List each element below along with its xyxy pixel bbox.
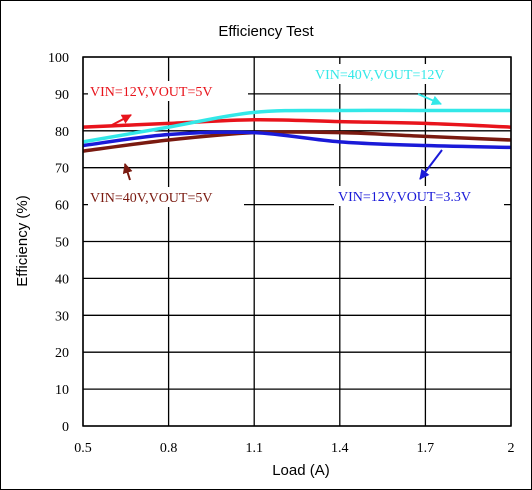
x-tick-label: 1.4 bbox=[331, 441, 349, 456]
series-line-4 bbox=[83, 132, 511, 147]
y-tick-label: 60 bbox=[55, 199, 69, 214]
series-annotation-label: VIN=12V,VOUT=5V bbox=[90, 85, 212, 100]
annotation-arrow bbox=[125, 164, 130, 180]
annotation-arrow bbox=[418, 94, 441, 104]
x-axis-label: Load (A) bbox=[272, 462, 330, 479]
y-tick-label: 80 bbox=[55, 125, 69, 140]
x-tick-labels: 0.5 0.8 1.1 1.4 1.7 2 bbox=[74, 441, 514, 456]
y-tick-label: 30 bbox=[55, 309, 69, 324]
y-tick-label: 100 bbox=[48, 51, 69, 66]
series-annotation-label: VIN=12V,VOUT=3.3V bbox=[338, 190, 471, 205]
x-tick-label: 2 bbox=[508, 441, 515, 456]
y-tick-label: 70 bbox=[55, 162, 69, 177]
x-tick-label: 0.5 bbox=[74, 441, 92, 456]
grid bbox=[83, 57, 511, 426]
y-tick-label: 40 bbox=[55, 272, 69, 287]
series-annotation-label: VIN=40V,VOUT=12V bbox=[315, 68, 444, 83]
series-line-1 bbox=[83, 120, 511, 127]
y-tick-label: 10 bbox=[55, 383, 69, 398]
chart-title: Efficiency Test bbox=[218, 23, 314, 40]
series-line-3 bbox=[83, 132, 511, 151]
y-tick-label: 0 bbox=[62, 420, 69, 435]
annotation-arrow bbox=[420, 150, 442, 179]
y-tick-label: 20 bbox=[55, 346, 69, 361]
x-tick-label: 0.8 bbox=[160, 441, 178, 456]
y-tick-label: 90 bbox=[55, 88, 69, 103]
series-annotation-label: VIN=40V,VOUT=5V bbox=[90, 191, 212, 206]
y-tick-label: 50 bbox=[55, 236, 69, 251]
x-tick-label: 1.1 bbox=[245, 441, 263, 456]
x-tick-label: 1.7 bbox=[417, 441, 435, 456]
y-axis-label: Efficiency (%) bbox=[14, 195, 31, 286]
y-tick-labels: 0 10 20 30 40 50 60 70 80 90 100 bbox=[48, 51, 69, 435]
